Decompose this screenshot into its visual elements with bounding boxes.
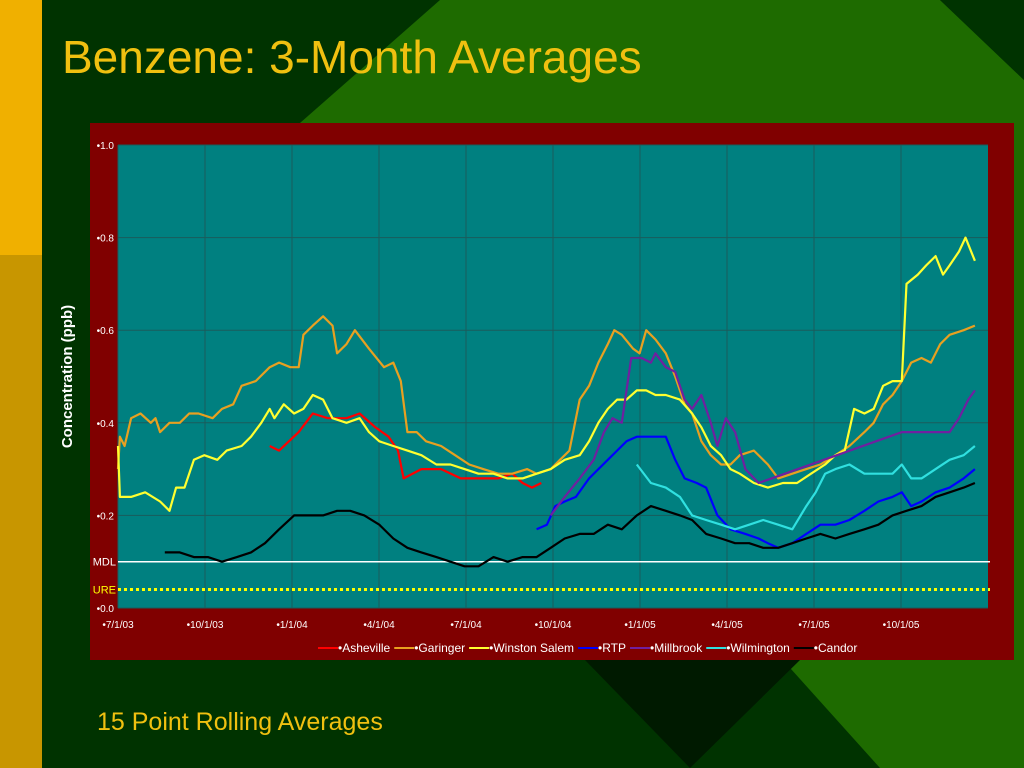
series-line-rtp [536, 435, 976, 549]
x-tick-label: •10/1/04 [535, 620, 572, 631]
series-line-wilmington [635, 445, 976, 531]
legend-label-rtp: •RTP [598, 641, 626, 655]
x-tick-label: •7/1/04 [450, 620, 482, 631]
y-tick-label: •0.0 [97, 604, 115, 615]
x-tick-label: •1/1/04 [276, 620, 308, 631]
x-tick-label: •7/1/05 [798, 620, 830, 631]
background-corner-shape [940, 0, 1024, 80]
slide-title: Benzene: 3-Month Averages [62, 31, 642, 83]
y-tick-label: •1.0 [97, 141, 115, 152]
x-tick-label: •4/1/04 [363, 620, 395, 631]
series-line-winston-salem [116, 236, 976, 512]
series-line-candor [164, 481, 976, 568]
x-tick-label: •10/1/05 [883, 620, 920, 631]
accent-bar-top [0, 0, 42, 255]
y-tick-label: •0.4 [97, 419, 115, 430]
x-tick-label: •4/1/05 [711, 620, 743, 631]
legend-label-asheville: •Asheville [338, 641, 391, 655]
series-line-millbrook [549, 352, 976, 517]
accent-bar-bottom [0, 255, 42, 768]
legend-label-wilmington: •Wilmington [726, 641, 790, 655]
background-notch-shape [585, 660, 800, 768]
reference-label-mdl: MDL [93, 557, 116, 569]
y-tick-label: •0.8 [97, 234, 115, 245]
legend-label-candor: •Candor [814, 641, 858, 655]
x-tick-label: •10/1/03 [187, 620, 224, 631]
y-tick-label: •0.2 [97, 511, 115, 522]
legend-label-winston-salem: •Winston Salem [489, 641, 574, 655]
legend-label-garinger: •Garinger [414, 641, 465, 655]
y-axis-title: Concentration (ppb) [59, 305, 76, 448]
x-tick-label: •1/1/05 [624, 620, 656, 631]
x-tick-label: •7/1/03 [102, 620, 134, 631]
slide-subtitle: 15 Point Rolling Averages [97, 708, 383, 736]
y-tick-label: •0.6 [97, 326, 115, 337]
legend-label-millbrook: •Millbrook [650, 641, 703, 655]
reference-label-ure: URE [93, 584, 116, 596]
